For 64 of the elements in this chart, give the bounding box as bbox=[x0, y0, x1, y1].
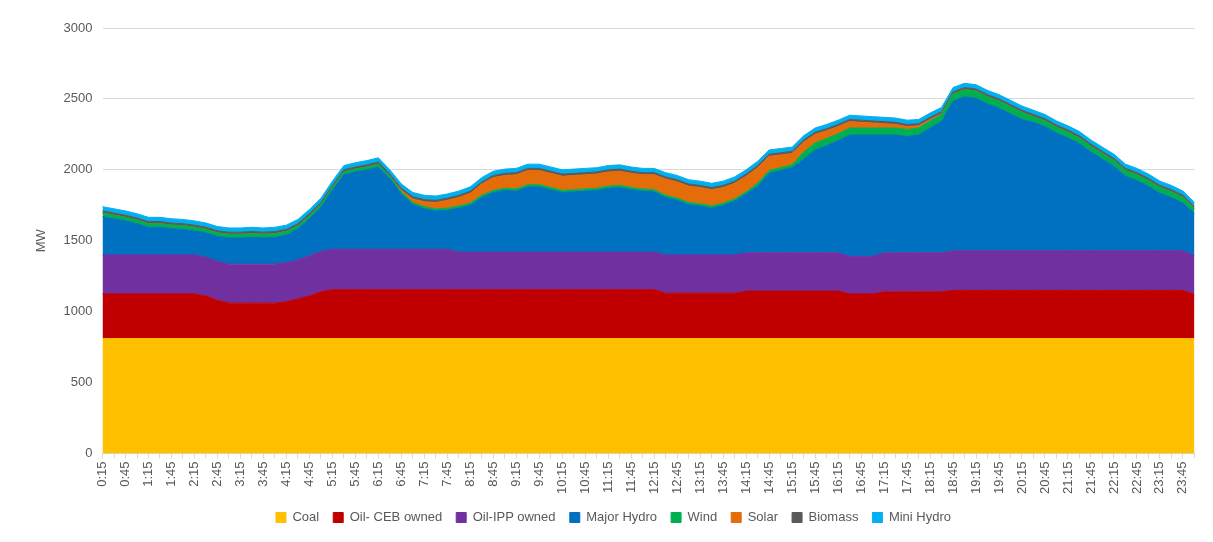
x-tick-label: 3:15 bbox=[232, 461, 248, 487]
x-tick-label: 5:15 bbox=[323, 461, 339, 487]
y-tick-label: 3000 bbox=[63, 19, 93, 35]
x-tick-label: 23:15 bbox=[1151, 461, 1167, 495]
x-tick-label: 1:45 bbox=[163, 461, 179, 487]
y-tick-label: 1500 bbox=[63, 232, 93, 248]
x-tick-label: 9:45 bbox=[530, 461, 546, 487]
legend-label: Solar bbox=[747, 509, 779, 525]
legend-label: Major Hydro bbox=[586, 509, 658, 525]
x-tick-label: 14:45 bbox=[760, 461, 776, 495]
legend-label: Biomass bbox=[808, 509, 859, 525]
x-tick-label: 7:45 bbox=[438, 461, 454, 487]
x-tick-label: 8:45 bbox=[484, 461, 500, 487]
x-tick-label: 18:45 bbox=[944, 461, 960, 495]
x-tick-label: 4:45 bbox=[300, 461, 316, 487]
x-tick-label: 11:15 bbox=[599, 461, 615, 494]
y-tick-label: 0 bbox=[85, 445, 93, 461]
x-tick-label: 21:15 bbox=[1059, 461, 1075, 495]
legend-label: Wind bbox=[687, 509, 718, 525]
x-tick-label: 10:15 bbox=[553, 461, 569, 495]
x-tick-label: 11:45 bbox=[622, 461, 638, 494]
x-tick-label: 13:15 bbox=[691, 461, 707, 495]
x-tick-label: 9:15 bbox=[507, 461, 523, 487]
y-axis-title: MW bbox=[33, 228, 49, 253]
x-tick-label: 8:15 bbox=[461, 461, 477, 487]
x-tick-label: 0:45 bbox=[117, 461, 133, 487]
x-tick-label: 2:45 bbox=[209, 461, 225, 487]
x-tick-label: 10:45 bbox=[576, 461, 592, 495]
y-tick-label: 500 bbox=[70, 374, 93, 390]
legend-label: Oil-IPP owned bbox=[472, 509, 556, 525]
x-tick-label: 15:45 bbox=[806, 461, 822, 495]
x-tick-label: 21:45 bbox=[1082, 461, 1098, 495]
x-tick-label: 16:15 bbox=[829, 461, 845, 495]
x-tick-label: 17:45 bbox=[898, 461, 914, 495]
x-tick-label: 12:15 bbox=[645, 461, 661, 495]
x-tick-label: 13:45 bbox=[714, 461, 730, 495]
x-tick-label: 0:15 bbox=[94, 461, 110, 487]
x-tick-label: 3:45 bbox=[255, 461, 271, 487]
x-tick-label: 20:15 bbox=[1013, 461, 1029, 495]
legend-label: Mini Hydro bbox=[888, 509, 952, 525]
x-tick-label: 22:15 bbox=[1105, 461, 1121, 495]
y-tick-label: 2500 bbox=[63, 90, 93, 106]
x-tick-label: 6:45 bbox=[392, 461, 408, 487]
legend-label: Coal bbox=[292, 509, 320, 525]
x-tick-label: 18:15 bbox=[921, 461, 937, 495]
x-tick-label: 7:15 bbox=[415, 461, 431, 487]
x-tick-label: 16:45 bbox=[852, 461, 868, 495]
legend-label: Oil- CEB owned bbox=[349, 509, 443, 525]
x-tick-label: 23:45 bbox=[1174, 461, 1190, 495]
x-tick-label: 5:45 bbox=[346, 461, 362, 487]
x-tick-label: 15:15 bbox=[783, 461, 799, 495]
x-tick-label: 14:15 bbox=[737, 461, 753, 495]
x-tick-label: 22:45 bbox=[1128, 461, 1144, 495]
x-tick-label: 12:45 bbox=[668, 461, 684, 495]
x-tick-label: 6:15 bbox=[369, 461, 385, 487]
y-tick-label: 1000 bbox=[63, 303, 93, 319]
x-tick-label: 19:45 bbox=[990, 461, 1006, 495]
x-tick-label: 4:15 bbox=[277, 461, 293, 487]
x-tick-label: 20:45 bbox=[1036, 461, 1052, 495]
x-tick-label: 19:15 bbox=[967, 461, 983, 495]
x-tick-label: 2:15 bbox=[186, 461, 202, 487]
y-tick-label: 2000 bbox=[63, 161, 93, 177]
x-tick-label: 1:15 bbox=[140, 461, 156, 487]
x-tick-label: 17:15 bbox=[875, 461, 891, 495]
